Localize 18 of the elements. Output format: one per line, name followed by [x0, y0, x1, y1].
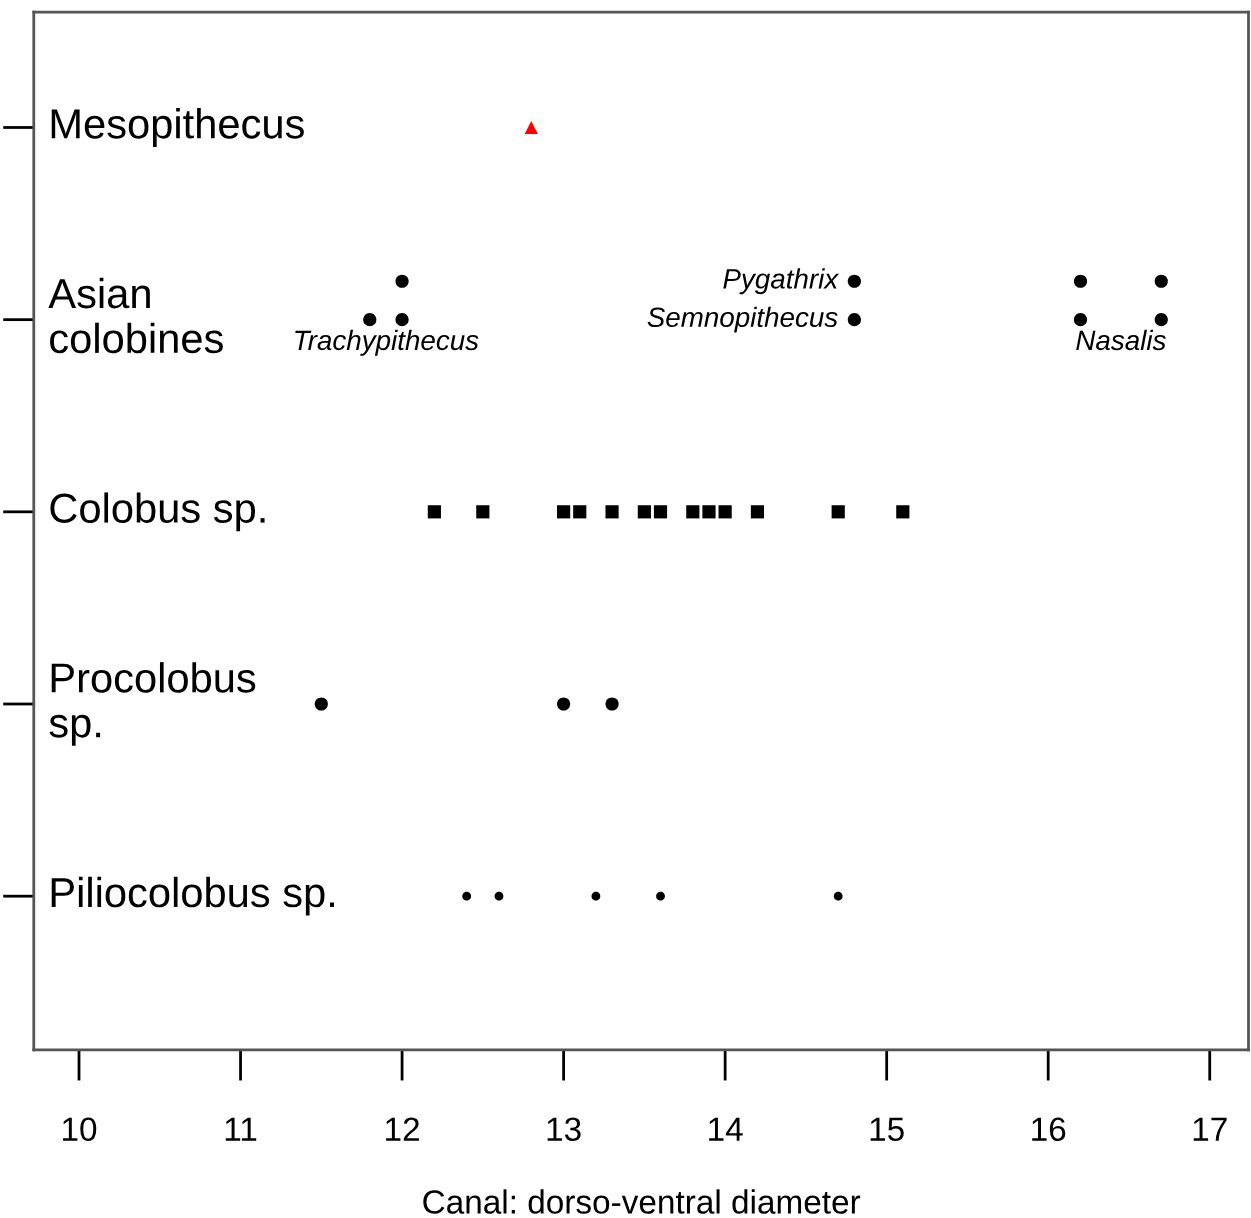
x-tick-label: 11 [225, 1117, 257, 1141]
y-tick-label: Colobus sp. [50, 492, 265, 532]
x-tick-label: 10 [63, 1117, 97, 1142]
y-tick-label: Asian colobines [48, 277, 223, 354]
x-tick-label: 12 [386, 1117, 419, 1141]
series-label: Trachypithecus [295, 329, 479, 356]
x-tick-label: 17 [1193, 1117, 1227, 1141]
x-tick-label: 15 [870, 1117, 904, 1142]
series-label: Nasalis [1076, 329, 1166, 351]
annotation: Semnopithecus [647, 306, 838, 333]
y-tick-label: Piliocolobus sp. [51, 876, 335, 916]
x-tick-label: 16 [1032, 1117, 1066, 1142]
x-tick-label: 13 [547, 1117, 581, 1142]
x-tick-label: 14 [709, 1117, 743, 1141]
x-axis-title: Canal: dorso-ventral diameter [423, 1189, 861, 1214]
y-tick-label: Procolobus sp. [49, 662, 256, 746]
y-tick-label: Mesopithecus [51, 108, 304, 147]
annotation: Pygathrix [723, 268, 840, 295]
